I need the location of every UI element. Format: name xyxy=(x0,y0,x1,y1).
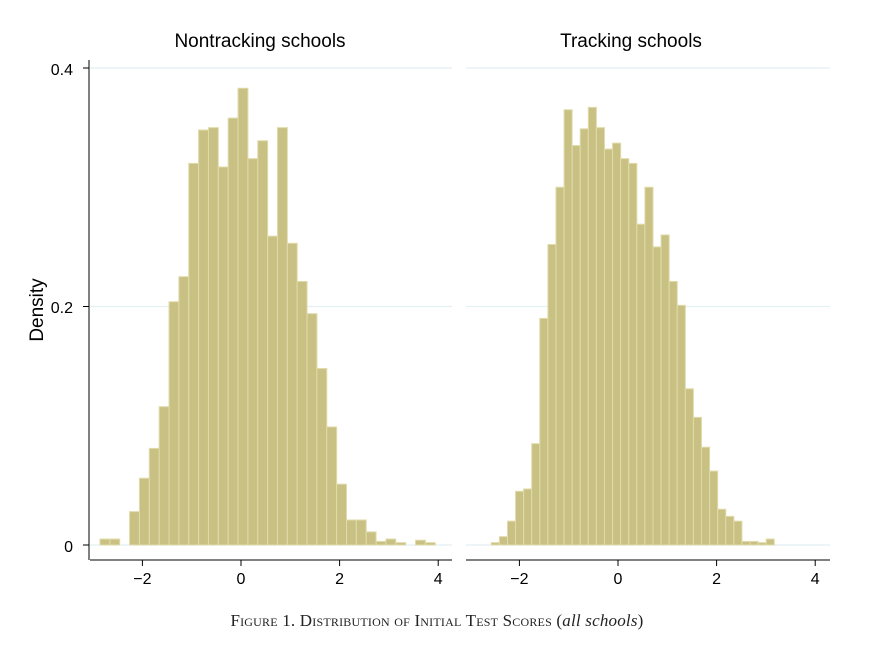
histogram-bar xyxy=(257,140,269,546)
histogram-bar xyxy=(415,539,426,546)
histogram-bar xyxy=(129,511,140,546)
histogram-bar xyxy=(725,515,735,546)
histogram-bar xyxy=(168,301,180,546)
x-tick-label: 0 xyxy=(237,571,246,588)
y-axis-label: Density xyxy=(27,278,48,342)
x-tick-label: 0 xyxy=(614,571,623,588)
histogram-bar xyxy=(571,145,581,546)
histogram-bar xyxy=(717,508,727,546)
histogram-bar xyxy=(207,127,219,546)
histogram-bar xyxy=(603,148,614,546)
histogram-bar xyxy=(531,443,541,546)
histogram-bar xyxy=(749,540,759,546)
y-tick-label: 0.4 xyxy=(51,62,73,79)
histogram-bar xyxy=(178,276,190,546)
histogram-bar xyxy=(247,158,259,546)
histogram-bar xyxy=(765,538,775,546)
caption-main: Figure 1. Distribution of Initial Test S… xyxy=(230,611,552,630)
histogram-bar xyxy=(326,426,338,546)
histogram-bar xyxy=(587,106,597,546)
histogram-bar xyxy=(563,109,573,546)
histogram-bar xyxy=(547,243,557,546)
histogram-bar xyxy=(595,127,605,546)
x-tick-label: −2 xyxy=(510,571,528,588)
histogram-bar xyxy=(757,542,767,546)
histogram-bar xyxy=(395,542,407,546)
histogram-bar xyxy=(227,117,239,546)
histogram-bar xyxy=(701,446,711,546)
histogram-bar xyxy=(490,542,500,546)
histogram-bar xyxy=(620,158,630,546)
histogram-bar xyxy=(741,540,751,546)
histogram-bar xyxy=(217,166,229,546)
histogram-bar xyxy=(660,234,670,546)
panel-title-tracking: Tracking schools xyxy=(560,31,702,52)
x-tick-label: 2 xyxy=(712,571,721,588)
histogram-bar xyxy=(346,519,357,546)
histogram-bar xyxy=(286,242,298,546)
figure-caption: Figure 1. Distribution of Initial Test S… xyxy=(0,611,874,631)
histogram-bar xyxy=(555,186,565,546)
histogram-bar xyxy=(158,406,170,546)
histogram-bar xyxy=(148,447,160,546)
histogram-bar xyxy=(498,536,508,546)
histogram-bar xyxy=(375,540,387,546)
histogram-bar xyxy=(579,128,589,546)
x-tick-label: −2 xyxy=(133,571,151,588)
histogram-bar xyxy=(316,368,328,546)
histogram-bar xyxy=(267,235,278,546)
histogram-bar xyxy=(424,542,436,546)
histogram-bar xyxy=(237,87,249,546)
y-tick-label: 0.2 xyxy=(51,300,73,317)
histogram-bar xyxy=(523,488,533,546)
histogram-bar xyxy=(138,477,150,546)
histogram-bar xyxy=(628,162,638,546)
histogram-bar xyxy=(539,317,549,546)
caption-paren-open: ( xyxy=(551,611,563,630)
histogram-bar xyxy=(692,416,703,546)
x-tick-label: 2 xyxy=(335,571,344,588)
y-tick-label: 0 xyxy=(64,539,73,556)
histogram-bar xyxy=(612,142,622,546)
caption-italic: all schools xyxy=(562,611,638,630)
histogram-bar xyxy=(99,538,111,546)
panel-title-nontracking: Nontracking schools xyxy=(174,31,345,52)
histogram-bar xyxy=(515,490,525,546)
x-tick-label: 4 xyxy=(434,571,443,588)
histogram-bar xyxy=(336,483,348,546)
histogram-bar xyxy=(506,520,517,546)
histogram-bar xyxy=(188,162,200,546)
histogram-bar xyxy=(684,388,694,546)
histogram-bar xyxy=(109,538,121,546)
histogram-bar xyxy=(296,280,308,546)
histogram-bar xyxy=(709,470,719,546)
histogram-bar xyxy=(668,280,678,546)
histogram-bar xyxy=(355,519,367,546)
histogram-bar xyxy=(276,127,288,546)
histogram-bar xyxy=(385,538,397,546)
histogram-bar xyxy=(733,520,743,546)
histogram-bar xyxy=(365,531,377,546)
histogram-bar xyxy=(676,304,686,546)
histogram-figure: Nontracking schools Tracking schools Den… xyxy=(27,31,830,588)
caption-paren-close: ) xyxy=(637,611,644,630)
histogram-bar xyxy=(198,129,209,546)
histogram-bar xyxy=(644,186,654,546)
histogram-bar xyxy=(636,223,646,546)
histogram-bar xyxy=(306,313,318,546)
histogram-bar xyxy=(652,246,662,546)
x-tick-label: 4 xyxy=(811,571,820,588)
